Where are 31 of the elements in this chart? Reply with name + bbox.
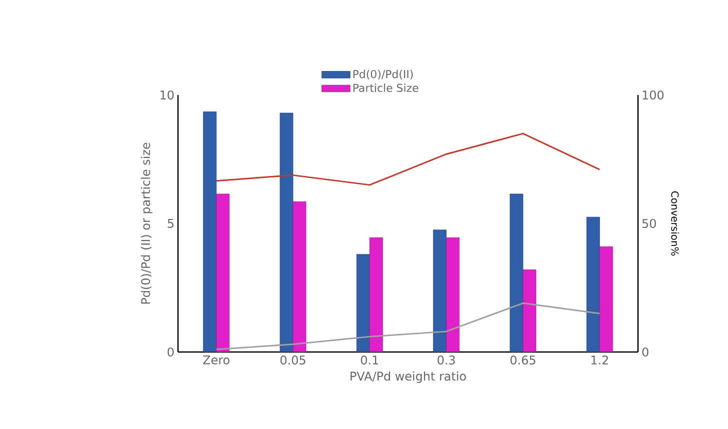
- x-axis-title: PVA/Pd weight ratio: [350, 371, 466, 383]
- bar: [522, 270, 536, 352]
- bar: [203, 112, 217, 352]
- y-tick-label: 5: [168, 219, 174, 228]
- y2-tick-label: 100: [642, 90, 664, 100]
- line-series: [216, 132, 600, 186]
- bar: [369, 237, 383, 352]
- bar: [356, 254, 370, 352]
- x-tick-label: Zero: [203, 356, 230, 364]
- y2-tick-label: 0: [642, 347, 648, 357]
- x-tick-label: 1.2: [591, 356, 608, 364]
- x-tick-label: 0.65: [510, 356, 536, 365]
- line-series: [216, 302, 600, 350]
- legend-label: Pd(0)/Pd(II): [353, 70, 413, 80]
- bar: [510, 194, 524, 352]
- bar: [599, 246, 613, 352]
- y2-tick-label: 50: [642, 218, 656, 228]
- bar: [446, 237, 460, 352]
- y-tick-label: 10: [160, 90, 174, 100]
- bar: [433, 230, 447, 352]
- x-tick-label: 0.3: [438, 356, 455, 365]
- x-tick-label: 0.1: [360, 356, 378, 365]
- y-axis-title: Pd(0)/Pd (II) or particle size: [140, 142, 152, 304]
- bar: [586, 216, 600, 352]
- bar: [280, 112, 294, 352]
- bar: [216, 194, 230, 352]
- bar: [292, 201, 306, 352]
- legend-label: Particle Size: [353, 84, 418, 92]
- y2-axis-title: Conversion%: [671, 191, 679, 256]
- x-tick-label: 0.05: [280, 356, 306, 365]
- y-tick-label: 0: [168, 347, 174, 357]
